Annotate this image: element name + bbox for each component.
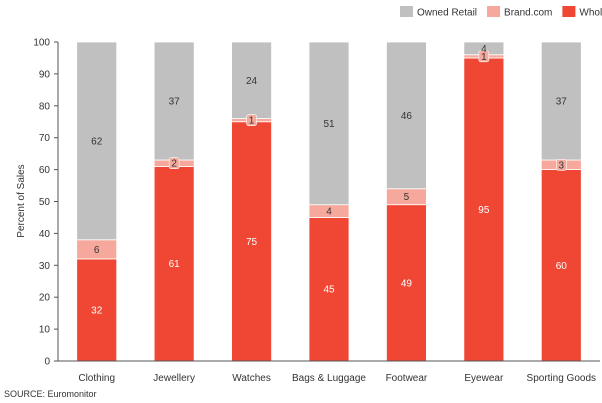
data-label: 1 — [249, 116, 255, 127]
y-tick-label: 70 — [39, 133, 51, 144]
legend-label: Owned Retail — [417, 8, 477, 19]
source-note: SOURCE: Euromonitor — [4, 389, 97, 399]
bar-segment-owned-retail — [540, 41, 582, 161]
x-axis-labels: Clothing Jewellery Watches Bags & Luggage Fo… — [78, 373, 596, 384]
data-label: 61 — [169, 259, 181, 270]
y-tick-label: 90 — [39, 69, 51, 80]
data-label: 51 — [323, 119, 335, 130]
bar-segment-owned-retail — [308, 41, 350, 206]
y-axis-ticks: 0 10 20 30 40 50 60 70 80 90 100 — [33, 38, 58, 368]
bar-segment-wholesale — [540, 169, 582, 362]
legend-swatch — [562, 6, 576, 17]
bar-segment-wholesale — [153, 166, 195, 362]
y-tick-label: 100 — [33, 38, 50, 49]
y-axis-title: Percent of Sales — [16, 164, 27, 237]
bar-segment-owned-retail — [153, 41, 195, 161]
data-label: 6 — [94, 245, 100, 256]
bar-segment-wholesale — [308, 217, 350, 362]
legend-swatch — [487, 6, 501, 17]
data-label: 1 — [481, 52, 487, 63]
x-category-label: Footwear — [386, 373, 428, 384]
data-label: 75 — [246, 237, 258, 248]
x-category-label: Eyewear — [464, 373, 504, 384]
data-label: 3 — [559, 160, 565, 171]
data-label: 4 — [326, 207, 332, 218]
data-label: 49 — [401, 278, 413, 289]
data-label-box — [246, 114, 257, 126]
data-label: 62 — [91, 136, 103, 147]
y-tick-label: 20 — [39, 293, 51, 304]
data-label: 45 — [323, 285, 335, 296]
legend-label: Brand.com — [504, 8, 552, 19]
data-label: 95 — [478, 205, 490, 216]
x-category-label: Clothing — [78, 373, 115, 384]
y-tick-label: 40 — [39, 229, 51, 240]
y-tick-label: 60 — [39, 165, 51, 176]
y-tick-label: 10 — [39, 325, 51, 336]
bar-segment-wholesale — [76, 258, 118, 362]
bar-segment-owned-retail — [386, 41, 427, 190]
bar-segment-owned-retail — [76, 41, 118, 241]
x-category-label: Sporting Goods — [527, 373, 597, 384]
y-tick-label: 0 — [44, 357, 50, 368]
data-label: 37 — [556, 97, 568, 108]
bar-segment-wholesale — [463, 57, 505, 362]
x-category-label: Jewellery — [153, 373, 195, 384]
bar-segment-wholesale — [231, 121, 272, 362]
data-label: 32 — [91, 305, 103, 316]
legend: Owned Retail Brand.com Wholesale — [400, 6, 602, 19]
data-label: 37 — [169, 97, 181, 108]
legend-swatch — [400, 6, 413, 17]
data-label: 60 — [556, 261, 568, 272]
data-label: 4 — [481, 44, 487, 55]
bar-segment-owned-retail — [231, 41, 272, 119]
data-label: 2 — [171, 159, 177, 170]
bar-segment-wholesale — [386, 204, 427, 362]
data-label-box — [555, 159, 567, 171]
y-tick-label: 50 — [39, 197, 51, 208]
data-label: 24 — [246, 76, 258, 87]
legend-label: Wholesale — [579, 8, 602, 19]
data-label-box — [478, 50, 490, 63]
y-tick-label: 80 — [39, 101, 51, 112]
data-label: 46 — [401, 111, 413, 122]
data-label-box — [168, 157, 180, 170]
x-category-label: Bags & Luggage — [292, 373, 366, 384]
data-label: 5 — [404, 192, 410, 203]
y-tick-label: 30 — [39, 261, 51, 272]
x-category-label: Watches — [232, 373, 271, 384]
bars — [76, 41, 582, 362]
